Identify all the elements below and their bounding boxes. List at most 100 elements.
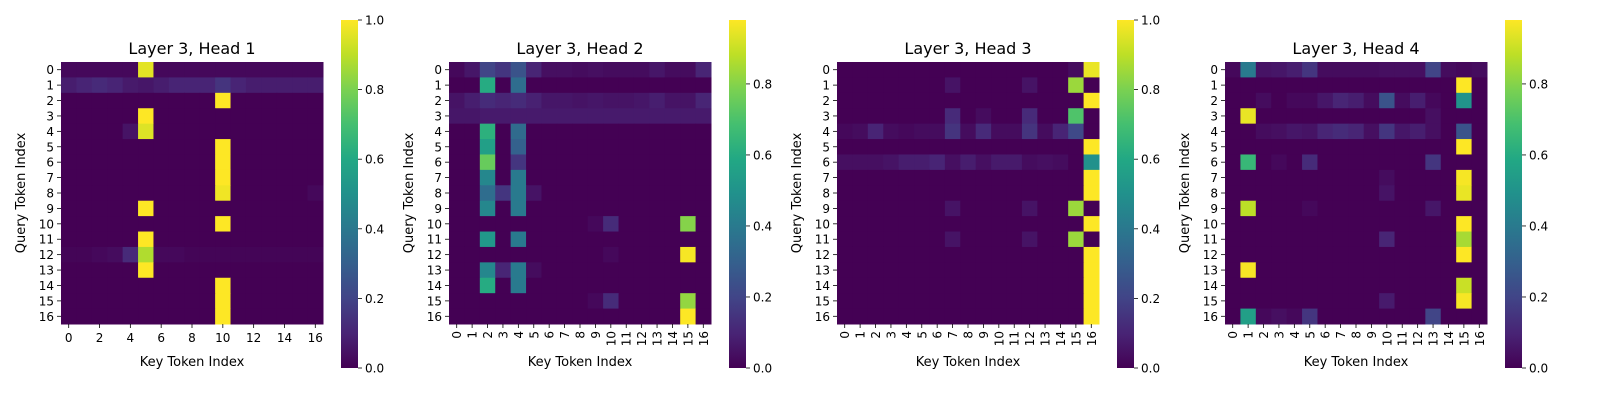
heatmap-cell (1225, 308, 1241, 325)
y-tick-label: 9 (46, 202, 54, 216)
heatmap-cell (1317, 185, 1334, 202)
heatmap-cell (107, 169, 124, 186)
heatmap-cell (153, 139, 170, 155)
heatmap-cell (929, 108, 946, 125)
heatmap-cell (1456, 216, 1473, 233)
heatmap-cell (91, 108, 108, 125)
heatmap-cell (276, 308, 293, 325)
heatmap-cell (1286, 108, 1303, 125)
heatmap-cell (1052, 293, 1069, 310)
heatmap-cell (1052, 308, 1069, 325)
heatmap-cell (1379, 293, 1396, 310)
heatmap-cell (61, 216, 77, 233)
heatmap-cell (572, 123, 589, 140)
heatmap-cell (495, 216, 512, 233)
heatmap-cell (495, 246, 512, 263)
heatmap-cell (1317, 200, 1334, 217)
heatmap-cell (464, 92, 481, 109)
y-tick-label: 4 (1210, 125, 1218, 139)
heatmap-cell (883, 216, 900, 233)
heatmap-cell (618, 139, 635, 155)
heatmap-cell (944, 231, 961, 248)
heatmap-cell (649, 246, 666, 263)
heatmap-cell (898, 200, 915, 217)
heatmap-cell (1006, 185, 1023, 202)
heatmap-cell (556, 231, 573, 248)
heatmap-cell (960, 277, 977, 294)
heatmap-cell (168, 123, 185, 140)
heatmap-cell (199, 277, 216, 294)
heatmap-cell (1425, 231, 1442, 248)
heatmap-cell (1394, 308, 1411, 325)
heatmap-cell (1286, 216, 1303, 233)
heatmap-cell (1348, 139, 1365, 155)
heatmap-cell (1225, 185, 1241, 202)
heatmap-cell (944, 200, 961, 217)
heatmap-cell (1317, 62, 1334, 78)
heatmap-cell (61, 262, 77, 279)
heatmap-cell (307, 277, 324, 294)
heatmap-cell (1225, 246, 1241, 263)
heatmap-cell (975, 154, 992, 171)
heatmap-cell (1255, 293, 1272, 310)
heatmap-cell (1363, 293, 1380, 310)
x-tick-label: 6 (931, 331, 945, 339)
chart-title: Layer 3, Head 1 (128, 39, 255, 58)
heatmap-cell (929, 246, 946, 263)
colorbar-tick-label: 0.0 (365, 362, 384, 376)
heatmap-cell (649, 277, 666, 294)
heatmap-cell (837, 308, 853, 325)
heatmap-cell (695, 246, 712, 263)
heatmap-cell (618, 277, 635, 294)
heatmap-cell (587, 293, 604, 310)
heatmap-cell (1021, 293, 1038, 310)
y-tick-label: 7 (1210, 171, 1218, 185)
y-tick-label: 13 (427, 264, 442, 278)
heatmap-cell (1409, 169, 1426, 186)
heatmap-cell (479, 123, 496, 140)
heatmap-cell (960, 216, 977, 233)
heatmap-cell (929, 169, 946, 186)
heatmap-cell (122, 246, 139, 263)
chart-title: Layer 3, Head 4 (1292, 39, 1419, 58)
x-tick-label: 7 (1334, 331, 1348, 339)
y-tick-label: 14 (815, 279, 830, 293)
heatmap-cell (1083, 293, 1100, 310)
heatmap-cell (587, 216, 604, 233)
heatmap-cell (1271, 123, 1288, 140)
heatmap-cell (230, 246, 247, 263)
x-tick-label: 6 (543, 331, 557, 339)
heatmap-cell (1240, 139, 1257, 155)
heatmap-cell (587, 262, 604, 279)
heatmap-cell (649, 308, 666, 325)
heatmap-cell (1037, 92, 1054, 109)
heatmap-cell (1240, 308, 1257, 325)
heatmap-cell (91, 277, 108, 294)
heatmap-cell (541, 185, 558, 202)
heatmap-cell (883, 154, 900, 171)
heatmap-cell (1425, 200, 1442, 217)
heatmap-cell (541, 169, 558, 186)
heatmap-cell (1317, 108, 1334, 125)
heatmap-cell (215, 231, 232, 248)
heatmap-cell (1471, 108, 1488, 125)
x-tick-label: 2 (96, 331, 104, 345)
heatmap-cell (1409, 293, 1426, 310)
heatmap-cell (867, 293, 884, 310)
y-tick-label: 16 (39, 310, 54, 324)
colorbar-tick-label: 0.4 (1529, 219, 1548, 233)
heatmap-cell (991, 231, 1008, 248)
heatmap-cell (695, 169, 712, 186)
heatmap-cell (944, 216, 961, 233)
heatmap-cell (184, 216, 201, 233)
heatmap-cell (1255, 185, 1272, 202)
heatmap-cell (852, 108, 869, 125)
heatmap-cell (1379, 216, 1396, 233)
colorbar-tick-label: 0.2 (365, 292, 384, 306)
heatmap-cell (449, 169, 465, 186)
heatmap-cell (1409, 185, 1426, 202)
heatmap-cell (1409, 108, 1426, 125)
y-tick-label: 11 (815, 233, 830, 247)
heatmap-cell (975, 231, 992, 248)
heatmap-cell (695, 92, 712, 109)
